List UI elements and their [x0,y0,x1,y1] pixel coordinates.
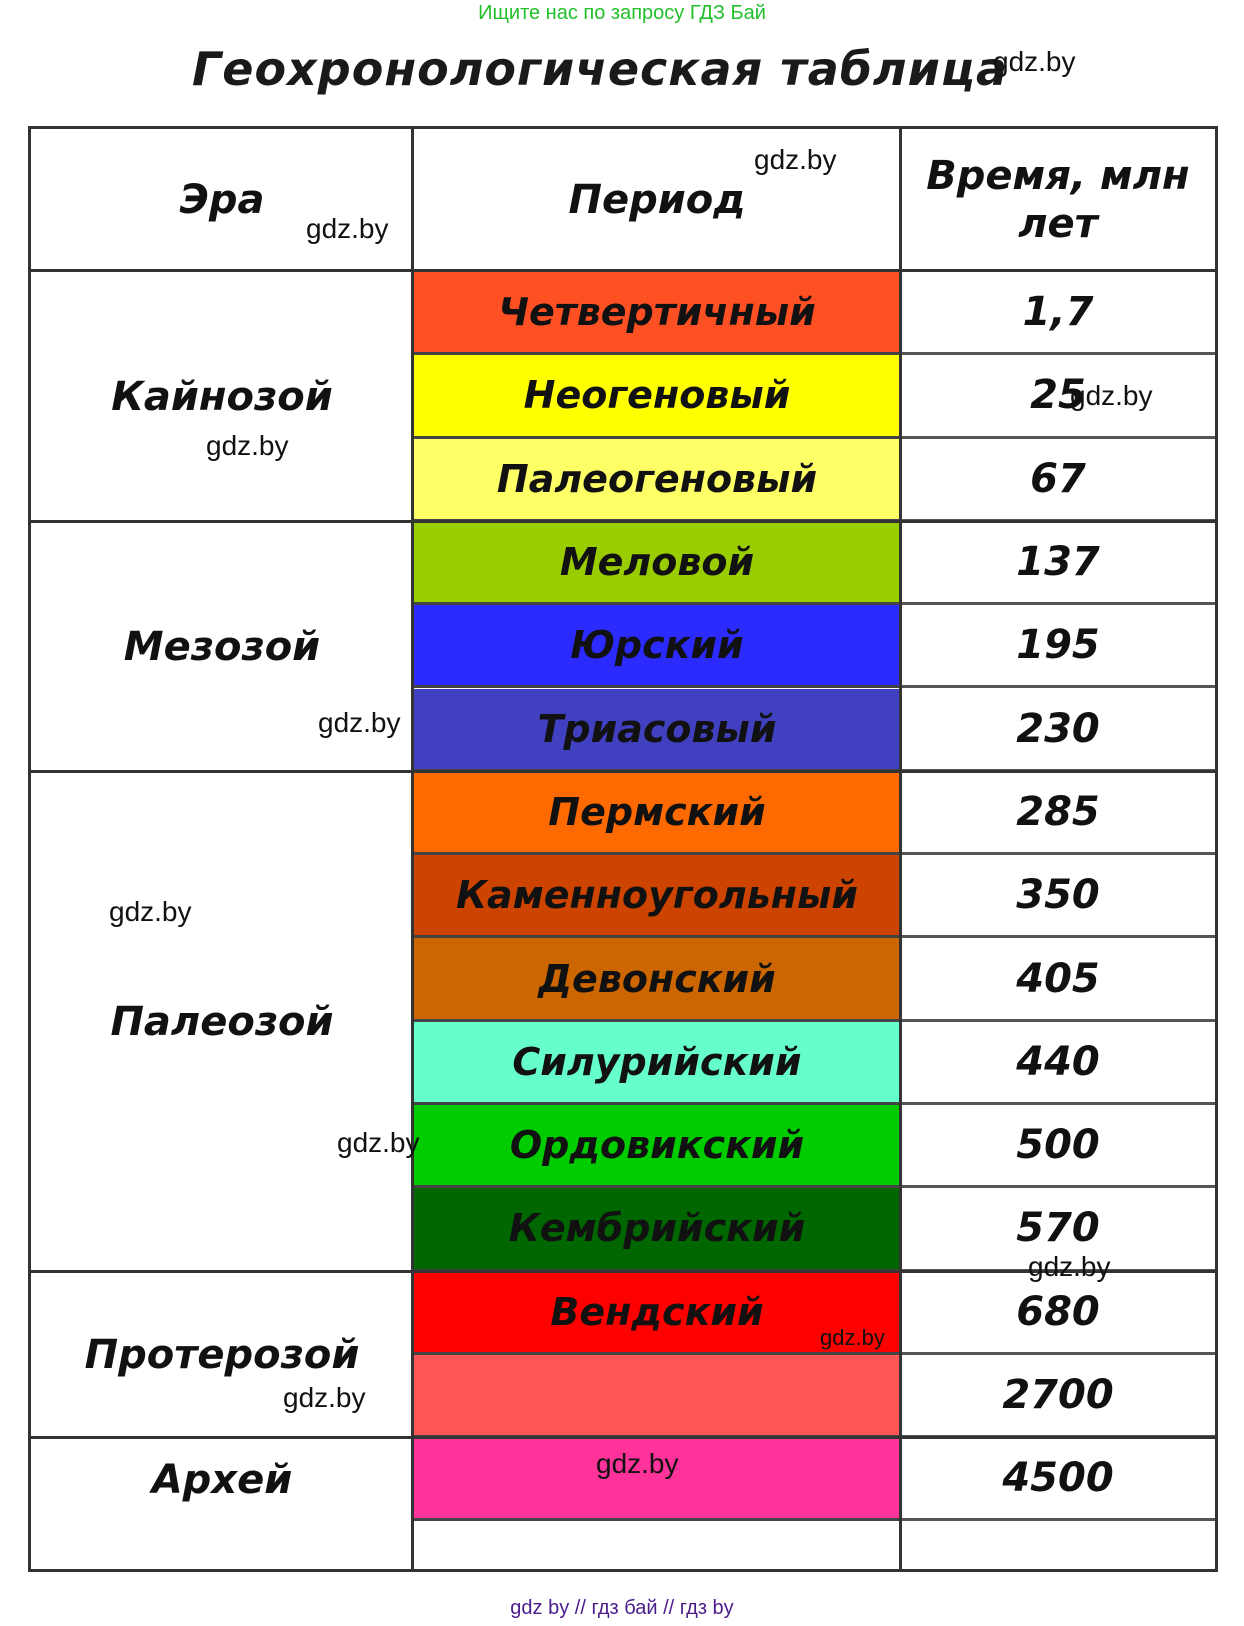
time-cell: 230 [901,689,1215,772]
period-cell: Силурийский [413,1021,901,1105]
period-cell: Меловой [413,521,901,606]
time-cell: 195 [901,605,1215,689]
period-cell [413,1354,901,1439]
watermark: gdz.by [337,1127,420,1158]
header-era: Эра [179,177,265,223]
period-cell: Триасовый [413,688,901,772]
period-cell: Юрский [413,605,901,689]
watermark: gdz.by [306,213,389,244]
time-cell: 2700 [901,1355,1215,1439]
period-cell: Неогеновый [413,355,901,439]
period-cell: Вендский [413,1271,901,1355]
period-cell: Ордовикский [413,1105,901,1189]
time-cell: 1,7 [901,272,1215,356]
era-cell: Кайнозой [111,373,333,420]
time-cell: 285 [901,772,1215,856]
time-cell: 405 [901,938,1215,1022]
era-divider [31,1269,1215,1273]
period-cell: Девонский [413,938,901,1022]
watermark: gdz.by [318,707,401,738]
watermark: gdz.by [596,1448,679,1479]
column-divider [411,129,414,1569]
watermark: gdz.by [993,46,1076,77]
header-time: Время, млн лет [926,153,1190,247]
watermark: gdz.by [754,144,837,175]
period-cell: Каменноугольный [413,855,901,939]
era-cell: Протерозой [84,1331,360,1378]
period-cell: Пермский [413,771,901,856]
column-divider [899,129,902,1569]
watermark: gdz.by [109,896,192,927]
period-cell: Четвертичный [413,272,901,356]
time-cell: 350 [901,855,1215,939]
period-cell: Кембрийский [413,1188,901,1272]
header-divider [31,269,1215,272]
header-period: Период [568,177,746,223]
search-banner[interactable]: Ищите нас по запросу ГДЗ Бай [478,2,766,24]
era-cell: Архей [151,1456,293,1503]
time-cell: 680 [901,1272,1215,1355]
era-cell: Палеозой [110,998,334,1045]
era-divider [31,769,1215,773]
time-cell: 4500 [901,1438,1215,1522]
period-cell: Палеогеновый [413,438,901,522]
watermark: gdz.by [1028,1251,1111,1282]
time-cell: 137 [901,522,1215,606]
era-divider [31,1436,1215,1440]
watermark: gdz.by [206,430,289,461]
geochronological-table: Эра Период Время, млн лет Четвертичный 1,… [28,126,1218,1572]
watermark: gdz.by [820,1325,885,1350]
time-cell: 67 [901,439,1215,522]
time-cell: 500 [901,1105,1215,1189]
era-divider [31,519,1215,523]
footer-links[interactable]: gdz by // гдз бай // гдз by [510,1597,734,1619]
watermark: gdz.by [1070,380,1153,411]
watermark: gdz.by [283,1382,366,1413]
era-cell: Мезозой [123,623,321,670]
period-cell [413,1438,901,1522]
time-cell: 440 [901,1022,1215,1105]
page-title: Геохронологическая таблица [192,42,1008,96]
time-cell: 25 [901,355,1215,439]
